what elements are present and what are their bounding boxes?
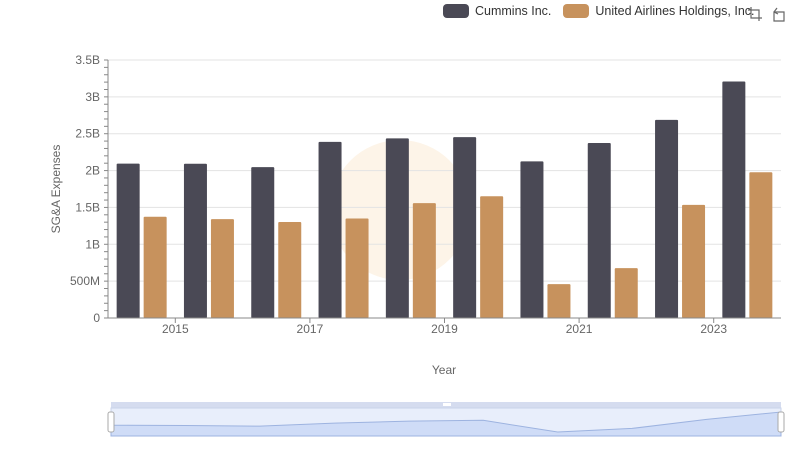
slider-mini-area	[110, 411, 782, 437]
x-tick-label: 2023	[700, 322, 727, 336]
bar-united-2018	[412, 203, 436, 318]
chart-legend: Cummins Inc. United Airlines Holdings, I…	[443, 4, 755, 18]
bar-cummins-2016	[251, 167, 275, 318]
bar-united-2020	[547, 284, 571, 318]
legend-swatch-cummins	[443, 4, 469, 18]
crop-select-icon[interactable]	[747, 6, 763, 22]
slider-grip	[443, 403, 451, 406]
bar-cummins-2018	[385, 138, 409, 318]
x-tick-label: 2017	[297, 322, 324, 336]
bars-group	[116, 81, 773, 319]
legend-label-cummins: Cummins Inc.	[475, 4, 552, 18]
bar-cummins-2021	[587, 143, 611, 318]
reset-zoom-icon[interactable]	[771, 6, 787, 22]
range-slider[interactable]	[107, 402, 785, 437]
y-tick-label: 500M	[70, 274, 100, 288]
legend-item-united[interactable]: United Airlines Holdings, Inc.	[563, 4, 755, 18]
bar-united-2017	[345, 218, 369, 318]
bar-united-2015	[210, 219, 234, 318]
x-tick-label: 2021	[566, 322, 593, 336]
y-axis: 0 500M 1B 1.5B 2B 2.5B 3B 3.5B	[70, 53, 109, 325]
y-tick-label: 3.5B	[75, 53, 100, 67]
slider-left-handle	[107, 411, 115, 433]
y-axis-label: SG&A Expenses	[49, 145, 63, 234]
y-tick-label: 1B	[85, 237, 100, 251]
bar-cummins-2020	[520, 161, 544, 318]
bar-cummins-2014	[116, 163, 140, 318]
y-tick-label: 2B	[85, 164, 100, 178]
bar-cummins-2022	[655, 119, 679, 318]
slider-right-handle	[777, 411, 785, 433]
bar-united-2014	[143, 216, 167, 318]
legend-swatch-united	[563, 4, 590, 18]
bar-united-2022	[682, 204, 706, 318]
bar-cummins-2017	[318, 141, 342, 318]
bar-cummins-2019	[453, 137, 477, 318]
bar-united-2023	[749, 172, 773, 318]
y-tick-label: 0	[93, 311, 100, 325]
bar-united-2019	[480, 196, 504, 318]
y-tick-label: 2.5B	[75, 127, 100, 141]
legend-item-cummins[interactable]: Cummins Inc.	[443, 4, 551, 18]
x-tick-label: 2019	[431, 322, 458, 336]
y-tick-label: 1.5B	[75, 200, 100, 214]
x-tick-label: 2015	[162, 322, 189, 336]
x-axis-label: Year	[432, 363, 456, 377]
chart-toolbar	[747, 6, 787, 22]
y-tick-label: 3B	[85, 90, 100, 104]
bar-cummins-2023	[722, 81, 746, 319]
bar-united-2021	[614, 268, 638, 318]
bar-cummins-2015	[183, 163, 207, 318]
legend-label-united: United Airlines Holdings, Inc.	[595, 4, 755, 18]
x-axis: 2015 2017 2019 2021 2023	[108, 317, 781, 336]
bar-united-2016	[278, 221, 302, 318]
